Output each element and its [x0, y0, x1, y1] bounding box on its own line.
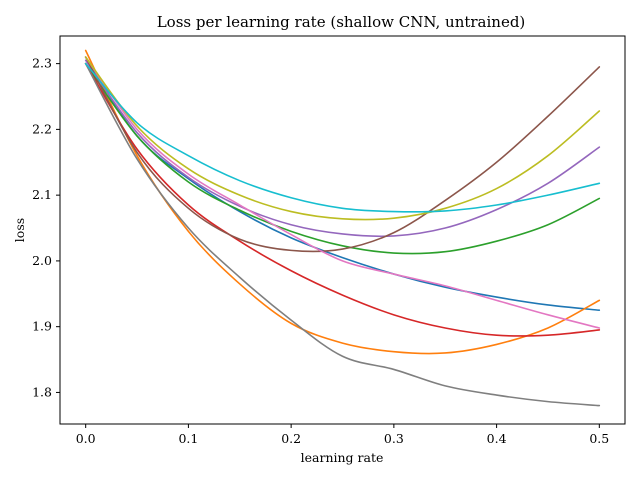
x-axis-ticks: 0.0 0.1 0.2 0.3 0.4 0.5	[76, 424, 609, 446]
x-tick-label: 0.5	[589, 431, 609, 446]
series-line-4	[84, 62, 601, 337]
x-tick-label: 0.3	[384, 431, 404, 446]
y-tick-label: 2.3	[32, 56, 52, 71]
series-line-6	[84, 56, 601, 253]
series-line-7	[84, 56, 601, 329]
y-tick-label: 1.8	[32, 384, 52, 399]
series-line-3	[84, 62, 601, 255]
series-line-8	[84, 62, 601, 407]
x-tick-label: 0.2	[281, 431, 301, 446]
plot-lines	[84, 49, 601, 407]
y-tick-label: 2.1	[32, 187, 52, 202]
series-line-5	[84, 59, 601, 238]
y-tick-label: 1.9	[32, 319, 52, 334]
chart-title: Loss per learning rate (shallow CNN, unt…	[157, 13, 526, 31]
y-tick-label: 2.2	[32, 121, 52, 136]
x-tick-label: 0.0	[76, 431, 96, 446]
series-line-10	[84, 62, 601, 213]
x-axis-label: learning rate	[301, 450, 384, 465]
series-line-1	[84, 56, 601, 312]
x-tick-label: 0.1	[178, 431, 198, 446]
plot-frame	[59, 35, 626, 425]
x-tick-label: 0.4	[487, 431, 507, 446]
y-axis-ticks: 1.8 1.9 2.0 2.1 2.2 2.3	[32, 56, 60, 399]
series-line-9	[84, 56, 601, 221]
y-tick-label: 2.0	[32, 253, 52, 268]
y-axis-label: loss	[12, 218, 27, 242]
